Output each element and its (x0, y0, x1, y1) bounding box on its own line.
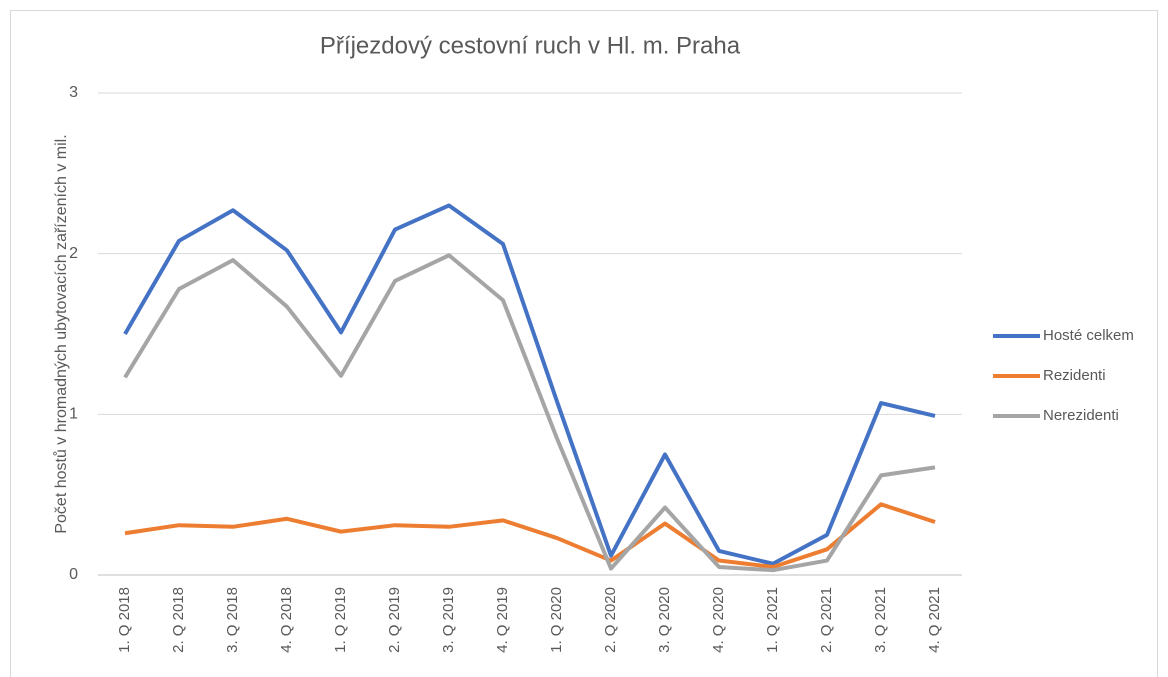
x-tick-label: 3. Q 2018 (224, 587, 241, 653)
y-tick-label: 3 (69, 84, 78, 101)
x-tick-label: 1. Q 2018 (116, 587, 133, 653)
x-tick-label: 4. Q 2018 (278, 587, 295, 653)
y-tick-label: 2 (69, 245, 78, 262)
x-tick-label: 2. Q 2020 (602, 587, 619, 653)
chart-frame (10, 10, 1158, 677)
x-tick-label: 4. Q 2019 (494, 587, 511, 653)
x-tick-label: 3. Q 2019 (440, 587, 457, 653)
series-line (123, 203, 936, 566)
y-tick-label: 1 (69, 406, 78, 423)
series-line (124, 502, 936, 569)
x-tick-label: 2. Q 2019 (386, 587, 403, 653)
series-line (123, 253, 936, 573)
x-tick-label: 2. Q 2021 (818, 587, 835, 653)
legend-label: Nerezidenti (1043, 407, 1119, 424)
x-tick-label: 1. Q 2021 (764, 587, 781, 653)
legend-label: Hosté celkem (1043, 327, 1134, 344)
chart-title: Příjezdový cestovní ruch v Hl. m. Praha (320, 32, 741, 59)
x-tick-label: 4. Q 2020 (710, 587, 727, 653)
y-axis-label: Počet hostů v hromadných ubytovacích zař… (52, 134, 70, 533)
x-tick-label: 1. Q 2020 (548, 587, 565, 653)
legend-label: Rezidenti (1043, 367, 1106, 384)
y-tick-label: 0 (69, 566, 78, 583)
x-tick-label: 1. Q 2019 (332, 587, 349, 653)
x-tick-label: 4. Q 2021 (926, 587, 943, 653)
x-tick-label: 2. Q 2018 (170, 587, 187, 653)
x-tick-label: 3. Q 2021 (872, 587, 889, 653)
x-tick-label: 3. Q 2020 (656, 587, 673, 653)
